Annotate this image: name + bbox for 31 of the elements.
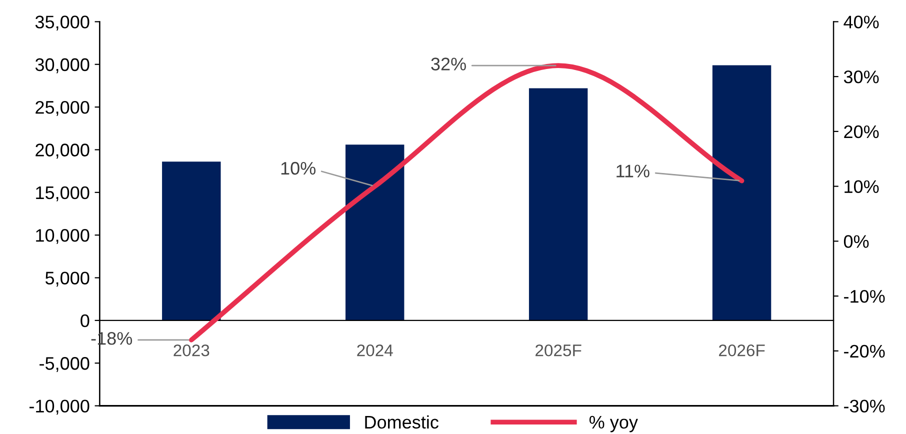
y-tick-label: -5,000 [40, 357, 90, 372]
y2-tick-label: -30% [844, 400, 885, 413]
y-tick-label: 10,000 [36, 229, 90, 244]
data-label: 32% [431, 58, 466, 70]
x-tick-label: 2023 [174, 344, 210, 356]
x-tick-label: 2024 [357, 344, 393, 356]
bar [528, 88, 588, 320]
y2-tick-label: -10% [844, 290, 885, 303]
y-tick-label: 25,000 [36, 100, 90, 116]
y-tick-label: 30,000 [35, 58, 90, 74]
y2-tick-label: 0% [844, 235, 869, 248]
bar [162, 162, 221, 320]
x-tick-label: 2025F [536, 344, 582, 356]
y2-tick-label: 20% [844, 125, 879, 138]
y-tick-label: 15,000 [36, 186, 90, 202]
y-tick-label: 35,000 [35, 16, 90, 31]
bar [346, 144, 404, 320]
y2-tick-label: -20% [844, 344, 885, 358]
legend-label: % yoy [589, 416, 638, 432]
data-label: 10% [281, 162, 316, 175]
y2-tick-label: 40% [844, 16, 879, 28]
y-tick-label: 5,000 [45, 272, 90, 287]
legend-label: Domestic [365, 415, 438, 429]
bar [712, 65, 772, 320]
data-label: 11% [616, 164, 650, 178]
x-tick-label: 2026F [719, 344, 765, 356]
y-tick-label: 20,000 [36, 144, 90, 159]
y2-tick-label: 10% [844, 180, 879, 194]
y-tick-label: -10,000 [30, 400, 90, 415]
y2-tick-label: 30% [844, 70, 879, 84]
y-tick-label: 0 [80, 314, 90, 328]
